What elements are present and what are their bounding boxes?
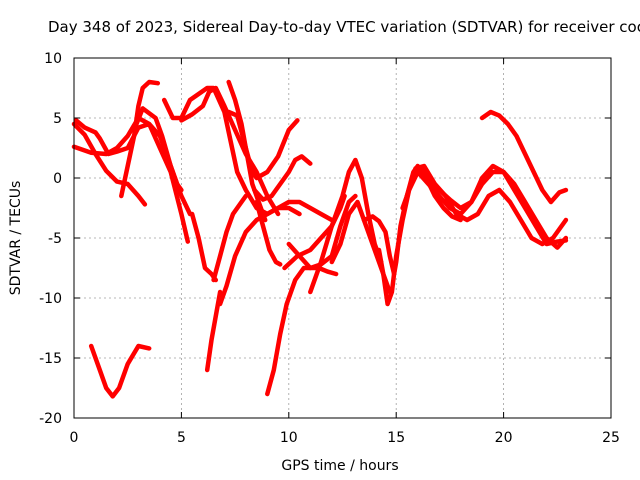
x-tick-label: 5 (177, 430, 186, 446)
y-tick-label: -5 (48, 231, 62, 247)
y-tick-label: -15 (39, 351, 62, 367)
series-track-05 (131, 106, 184, 193)
series-track-09 (189, 211, 219, 283)
series-track-06 (88, 343, 152, 399)
series-track-21 (329, 199, 393, 295)
series-group (71, 79, 569, 399)
x-tick-label: 25 (602, 430, 620, 446)
x-axis-label: GPS time / hours (281, 458, 398, 474)
y-axis-label: SDTVAR / TECUs (8, 181, 24, 296)
x-tick-label: 0 (70, 430, 79, 446)
x-tick-label: 15 (387, 430, 405, 446)
y-tick-label: -20 (39, 411, 62, 427)
ticks (73, 57, 612, 419)
series-track-10 (211, 193, 249, 283)
series-track-11 (226, 79, 300, 181)
series-track-01 (71, 121, 148, 207)
y-tick-label: -10 (39, 291, 62, 307)
series-track-16 (217, 199, 335, 307)
y-tick-label: 5 (53, 111, 62, 127)
y-tick-label: 0 (53, 171, 62, 187)
series-track-14 (252, 154, 313, 202)
y-tick-label: 10 (44, 51, 62, 67)
x-tick-labels: 0 5 10 15 20 25 (70, 430, 620, 446)
series-track-24 (400, 163, 569, 247)
series-track-02 (71, 115, 191, 244)
series-track-26 (479, 109, 569, 205)
series-track-17 (265, 265, 339, 397)
series-track-08 (179, 85, 281, 217)
series-track-25 (404, 163, 569, 247)
series-track-19 (286, 193, 358, 271)
y-tick-labels: -20 -15 -10 -5 0 5 10 (39, 51, 62, 427)
chart-title: Day 348 of 2023, Sidereal Day-to-day VTE… (48, 18, 640, 36)
x-tick-label: 20 (495, 430, 513, 446)
series-track-20 (308, 157, 384, 295)
series-track-12 (226, 109, 268, 223)
series-track-04 (119, 79, 161, 199)
x-tick-label: 10 (280, 430, 298, 446)
